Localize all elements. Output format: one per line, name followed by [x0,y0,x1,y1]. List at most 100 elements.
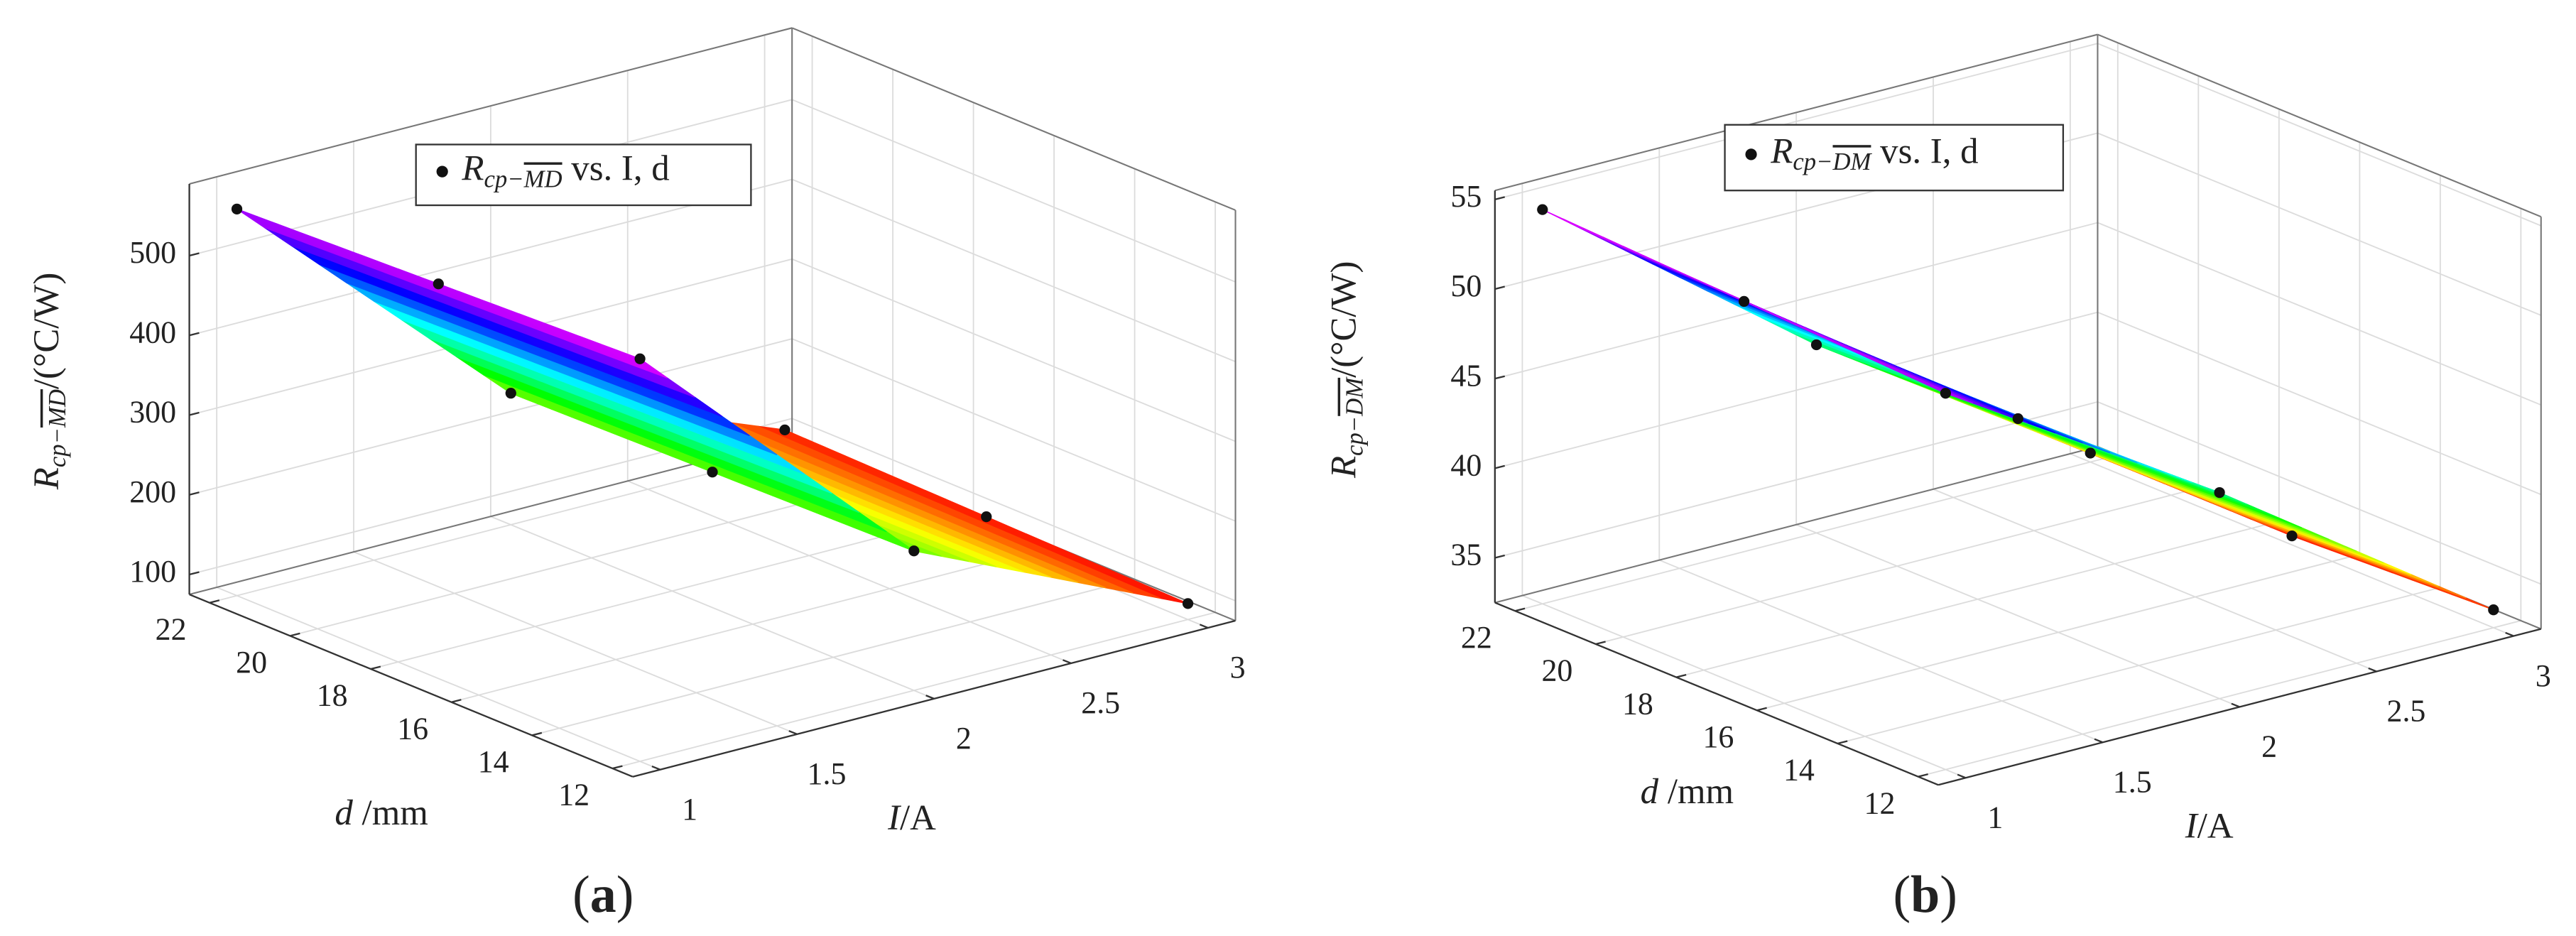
grid-line [370,512,974,670]
y-tick-label: 18 [317,678,348,713]
z-tick-label: 50 [1450,268,1482,303]
z-tick-label: 100 [129,554,176,589]
legend-marker [436,165,448,178]
tick-mark [531,731,543,736]
tick-mark [1199,624,1209,629]
tick-mark [1494,375,1506,380]
legend-box [415,143,752,207]
box-edge [1494,445,2098,604]
data-point [1940,388,1951,399]
legend-text: vs. I, d [563,148,670,188]
unit: /(°C/W) [1324,261,1364,377]
grid-line [2097,132,2542,316]
tick-mark [189,252,200,257]
x-tick-label: 3 [2536,658,2551,693]
tick-mark [189,411,200,416]
tick-mark [209,599,220,604]
x-tick-label: 2 [956,721,972,756]
grid-line [1756,553,2360,712]
z-tick-label: 300 [129,395,176,430]
grid-line [1837,587,2441,744]
data-point [231,203,243,214]
z-axis-label: Rcp−MD/(°C/W) [27,273,71,491]
data-point [634,353,646,364]
z-axis-label: Rcp−DM/(°C/W) [1324,261,1368,479]
box-edge [189,27,793,185]
subscript: cp− [1341,416,1369,456]
grid-line [2070,453,2514,637]
grid-line [353,551,798,735]
unit: /A [2197,806,2234,846]
legend-entry: Rcp−MD vs. I, d [461,148,669,192]
grid-line [216,587,661,771]
grid-line [2097,43,2542,227]
unit: /A [900,798,936,838]
x-tick-label: 2.5 [2386,694,2425,729]
grid-line [2097,222,2542,406]
box-edge [2097,33,2542,218]
axis-line [189,593,634,778]
tick-mark [1494,196,1506,200]
z-tick-label: 40 [1450,447,1482,482]
paren: ( [572,866,590,924]
grid-line [612,611,1216,769]
tick-mark [189,491,200,496]
y-tick-label: 12 [558,778,589,812]
subscript-overline: DM [1341,376,1369,417]
subscript-overline: MD [43,389,71,428]
x-axis-label: I/A [887,798,936,838]
grid-line [1918,620,2521,778]
tick-mark [651,766,661,771]
grid-line [1933,488,2377,673]
grid-line [791,178,1236,363]
x-tick-label: 2.5 [1081,685,1120,720]
data-point [2012,413,2023,425]
y-tick-label: 12 [1864,785,1895,820]
tick-mark [1918,773,1928,778]
var: I [887,798,901,838]
subscript-overline: DM [1832,148,1873,175]
tick-mark [189,332,200,337]
var: d [1641,772,1659,812]
tick-mark [2505,631,2514,637]
data-point [2085,447,2096,459]
x-tick-label: 1 [682,792,697,827]
x-tick-label: 1.5 [808,756,847,791]
data-point [2214,486,2225,499]
legend-marker [1745,148,1757,160]
tick-mark [189,571,200,576]
tick-mark [1756,707,1767,712]
var: d [335,793,353,833]
panel-label: (b) [1893,866,1957,924]
grid-line [791,258,1236,442]
subscript: cp− [1793,148,1832,175]
data-point [981,511,992,523]
symbol: R [1770,131,1793,171]
data-point [505,388,516,399]
unit: /mm [353,793,428,833]
grid-line [2097,401,2542,585]
data-point [1537,204,1548,215]
tick-mark [1595,641,1606,646]
y-tick-label: 14 [478,744,509,779]
panel-label: (a) [572,866,634,924]
box-edge [791,27,1236,211]
data-point [1810,339,1822,351]
y-axis-label: d /mm [1641,772,1734,812]
axis-line [1494,602,1939,786]
box-edge [1494,33,2098,192]
tick-mark [1957,773,1967,779]
data-point [779,424,790,435]
tick-mark [612,765,623,770]
data-point [2488,604,2499,616]
tick-mark [925,695,935,700]
tick-mark [1063,659,1072,665]
grid-line [2097,311,2542,496]
tick-mark [451,699,462,703]
x-tick-label: 2 [2261,729,2277,764]
y-tick-label: 22 [1461,620,1492,655]
subscript-overline: MD [523,165,563,192]
grid-line [490,516,935,700]
tick-mark [1494,464,1506,469]
